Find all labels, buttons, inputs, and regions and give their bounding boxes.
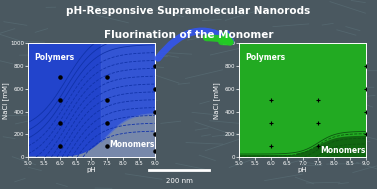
Point [268,99,274,102]
Point [57,76,63,79]
Point [363,133,369,136]
Y-axis label: NaCl [mM]: NaCl [mM] [213,82,220,119]
Point [363,110,369,113]
X-axis label: pH: pH [298,167,307,174]
Text: 200 nm: 200 nm [166,178,193,184]
Point [57,144,63,147]
Point [268,144,274,147]
Point [152,133,158,136]
Point [104,121,110,124]
Text: Monomers: Monomers [109,140,154,149]
X-axis label: pH: pH [87,167,96,174]
Point [152,110,158,113]
Point [363,65,369,68]
Point [104,99,110,102]
Point [104,144,110,147]
Point [152,65,158,68]
Point [152,87,158,90]
Text: pH-Responsive Supramolecular Nanorods: pH-Responsive Supramolecular Nanorods [66,6,311,16]
Text: Polymers: Polymers [35,53,75,62]
Text: Polymers: Polymers [246,53,286,62]
FancyArrowPatch shape [158,31,231,58]
Point [363,87,369,90]
Point [268,121,274,124]
Y-axis label: NaCl [mM]: NaCl [mM] [2,82,9,119]
Point [152,150,158,153]
Text: Fluorination of the Monomer: Fluorination of the Monomer [104,30,273,40]
Point [57,121,63,124]
Point [57,99,63,102]
Text: Monomers: Monomers [320,146,365,155]
Point [315,144,321,147]
Point [315,99,321,102]
Point [315,121,321,124]
FancyArrowPatch shape [206,35,230,42]
Point [104,76,110,79]
